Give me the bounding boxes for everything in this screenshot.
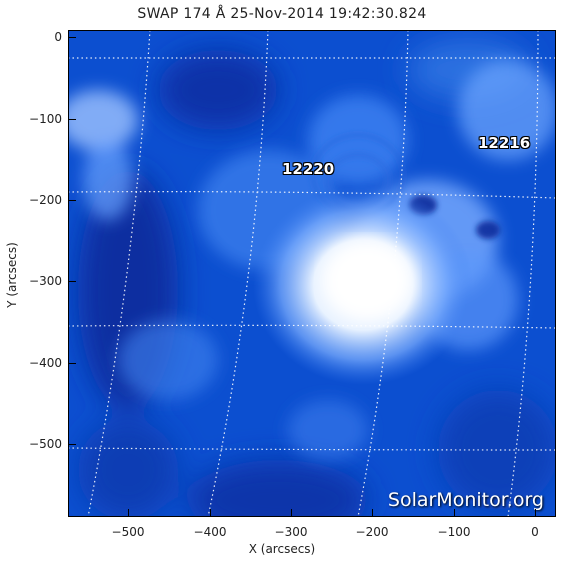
euv-image-render (68, 30, 556, 517)
y-tick (68, 363, 76, 364)
y-tick-label: −300 (29, 274, 62, 288)
x-tick-label: −200 (355, 525, 389, 539)
active-region-label: 12220 (282, 160, 335, 178)
y-tick (68, 444, 76, 445)
heliographic-grid (68, 30, 556, 517)
x-tick-label: 0 (531, 525, 539, 539)
x-tick (372, 509, 373, 517)
x-tick (210, 509, 211, 517)
x-tick (291, 509, 292, 517)
y-tick-label: −400 (29, 356, 62, 370)
x-tick-label: −300 (274, 525, 308, 539)
x-tick (535, 509, 536, 517)
solar-image: 12220 12216 SolarMonitor.org (68, 30, 556, 517)
x-tick (128, 509, 129, 517)
y-tick (68, 281, 76, 282)
image-title: SWAP 174 Å 25-Nov-2014 19:42:30.824 (137, 6, 427, 22)
active-region-label: 12216 (478, 134, 531, 152)
y-tick (68, 119, 76, 120)
watermark-text: SolarMonitor.org (387, 489, 544, 511)
y-tick-label: −100 (29, 112, 62, 126)
y-tick-label: 0 (54, 30, 62, 44)
y-tick (68, 37, 76, 38)
x-tick-label: −400 (193, 525, 227, 539)
x-tick-label: −500 (111, 525, 145, 539)
y-tick-label: −500 (29, 437, 62, 451)
x-tick-label: −100 (437, 525, 471, 539)
y-axis-label: Y (arcsecs) (5, 242, 19, 308)
x-tick (454, 509, 455, 517)
y-tick-label: −200 (29, 193, 62, 207)
x-axis-label: X (arcsecs) (248, 542, 316, 556)
y-tick (68, 200, 76, 201)
